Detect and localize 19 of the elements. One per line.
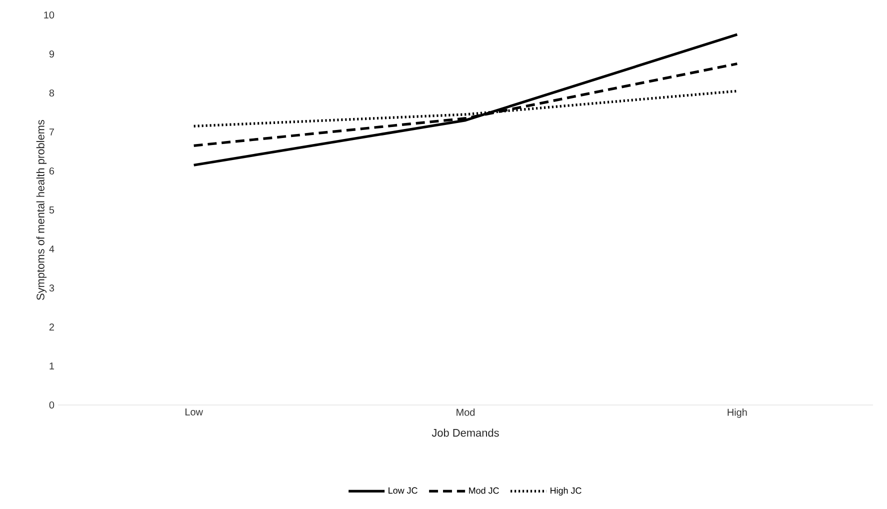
- legend-label: Mod JC: [469, 487, 499, 494]
- y-tick-label: 2: [49, 324, 54, 330]
- y-tick-label: 8: [49, 89, 54, 97]
- x-tick-label: Mod: [456, 408, 475, 416]
- x-tick-label: Low: [186, 408, 203, 416]
- y-tick-label: 4: [49, 246, 54, 252]
- y-tick-label: 1: [50, 362, 54, 370]
- y-tick-label: 10: [44, 11, 54, 19]
- y-axis-title: Symptoms of mental health problems: [36, 120, 47, 300]
- y-tick-label: 3: [49, 284, 54, 292]
- y-tick-label: 9: [49, 50, 54, 58]
- y-tick-label: 6: [49, 167, 54, 175]
- y-tick-label: 0: [49, 401, 54, 409]
- legend-label: High JC: [550, 487, 582, 496]
- y-tick-label: 7: [49, 128, 54, 136]
- x-axis-title: Job Demands: [432, 428, 499, 437]
- x-tick-label: High: [728, 408, 747, 418]
- legend-label: Low JC: [388, 487, 418, 494]
- y-tick-label: 5: [49, 206, 54, 214]
